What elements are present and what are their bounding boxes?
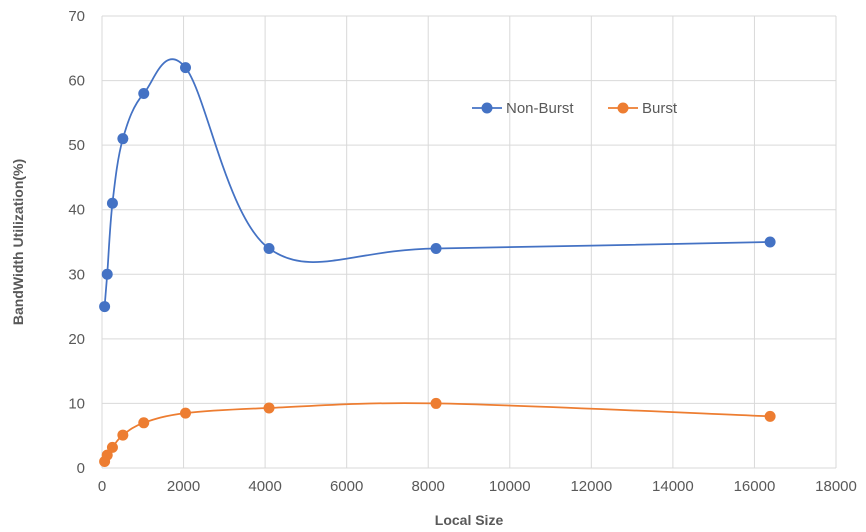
data-point <box>263 402 275 414</box>
legend-marker <box>481 102 493 114</box>
data-point <box>138 87 150 99</box>
data-point <box>138 417 150 429</box>
x-tick-label: 12000 <box>570 478 612 495</box>
legend-label: Burst <box>642 100 678 117</box>
x-tick-label: 14000 <box>652 478 694 495</box>
data-point <box>117 133 129 145</box>
legend: Non-Burst Burst <box>472 100 678 117</box>
y-tick-label: 60 <box>68 73 85 90</box>
data-point <box>180 407 192 419</box>
data-point <box>106 197 118 209</box>
data-point <box>101 268 113 280</box>
y-axis-title: BandWidth Utilization(%) <box>10 159 26 325</box>
y-tick-label: 20 <box>68 331 85 348</box>
data-point <box>106 441 118 453</box>
y-tick-label: 50 <box>68 137 85 154</box>
x-tick-label: 10000 <box>489 478 531 495</box>
legend-marker <box>617 102 629 114</box>
x-tick-label: 8000 <box>412 478 445 495</box>
data-point <box>430 397 442 409</box>
series-lines <box>99 58 776 468</box>
y-tick-label: 70 <box>68 8 85 25</box>
data-point <box>764 410 776 422</box>
data-point <box>101 449 113 461</box>
series-1 <box>99 58 776 313</box>
series-2 <box>99 397 776 468</box>
y-tick-label: 30 <box>68 266 85 283</box>
data-point <box>263 242 275 254</box>
data-point <box>117 429 129 441</box>
series-line <box>103 402 771 462</box>
data-point <box>764 236 776 248</box>
y-tick-label: 10 <box>68 395 85 412</box>
data-point <box>430 242 442 254</box>
series-line <box>103 58 771 307</box>
y-tick-label: 0 <box>77 460 85 477</box>
data-point <box>180 62 192 74</box>
legend-item: Non-Burst <box>472 100 574 117</box>
y-axis-ticks: 0 10 20 30 40 50 60 70 <box>68 8 85 477</box>
legend-item: Burst <box>608 100 678 117</box>
x-tick-label: 18000 <box>815 478 857 495</box>
gridlines <box>101 15 837 469</box>
x-tick-label: 6000 <box>330 478 363 495</box>
x-axis-title: Local Size <box>435 512 504 528</box>
x-tick-label: 2000 <box>167 478 200 495</box>
data-point <box>99 301 111 313</box>
x-tick-label: 16000 <box>734 478 776 495</box>
x-axis-ticks: 0 2000 4000 6000 8000 10000 12000 14000 16000 180… <box>98 478 857 495</box>
x-tick-label: 0 <box>98 478 106 495</box>
y-tick-label: 40 <box>68 202 85 219</box>
x-tick-label: 4000 <box>248 478 281 495</box>
legend-label: Non-Burst <box>506 100 574 117</box>
